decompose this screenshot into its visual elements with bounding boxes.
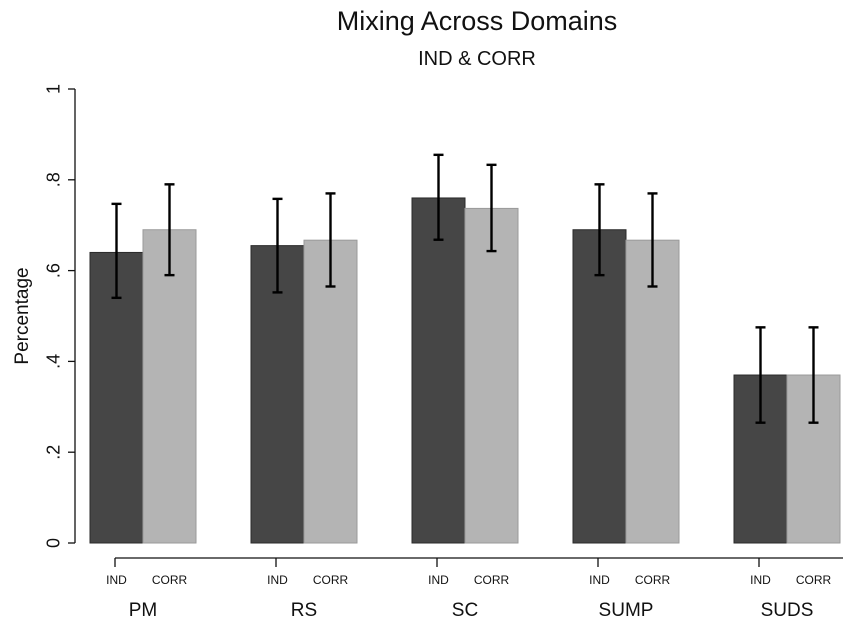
bar-ind-sc [411,197,466,544]
bar-sub-label: CORR [313,573,349,587]
bar-ind-rs [250,245,305,544]
y-tick-label: .6 [43,263,63,278]
bar-corr-sc [464,207,519,544]
category-label: SUMP [599,600,654,620]
y-tick-label: .2 [43,445,63,460]
y-tick-label: .4 [43,354,63,369]
y-tick-label: 0 [43,538,63,548]
bar-sub-label: CORR [474,573,510,587]
bar-sub-label: CORR [635,573,671,587]
y-tick-label: .8 [43,172,63,187]
category-label: PM [129,600,158,620]
bar-sub-label: IND [267,573,288,587]
bar-sub-label: IND [428,573,449,587]
category-label: RS [291,600,317,620]
bar-ind-pm [89,251,144,544]
y-tick-label: 1 [43,84,63,94]
bar-sub-label: IND [106,573,127,587]
bar-sub-label: CORR [152,573,188,587]
bar-sub-label: IND [750,573,771,587]
category-label: SC [452,600,478,620]
bar-sub-label: IND [589,573,610,587]
bar-corr-pm [142,229,197,544]
bar-corr-sump [625,239,680,544]
bar-sub-label: CORR [796,573,832,587]
chart-subtitle: IND & CORR [418,48,536,70]
category-label: SUDS [761,600,814,620]
bar-ind-sump [572,229,627,544]
y-axis-label: Percentage [12,267,33,364]
chart-title: Mixing Across Domains [337,6,618,36]
bar-corr-rs [303,239,358,544]
